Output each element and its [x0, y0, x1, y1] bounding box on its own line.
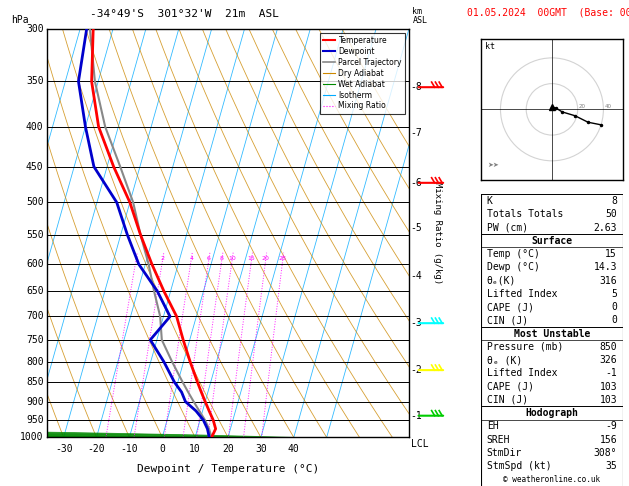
Text: Dewpoint / Temperature (°C): Dewpoint / Temperature (°C): [137, 464, 319, 474]
Text: 850: 850: [599, 342, 617, 352]
Text: -1: -1: [411, 411, 423, 421]
Text: 20: 20: [262, 256, 270, 261]
Text: 28: 28: [279, 256, 287, 261]
Text: Hodograph: Hodograph: [525, 408, 579, 418]
Text: 0: 0: [611, 302, 617, 312]
Text: km
ASL: km ASL: [413, 7, 428, 25]
Text: 600: 600: [26, 259, 43, 269]
Text: ➤➤: ➤➤: [487, 162, 499, 168]
Text: CIN (J): CIN (J): [487, 315, 528, 325]
Text: 10: 10: [228, 256, 237, 261]
Text: Temp (°C): Temp (°C): [487, 249, 540, 259]
Text: 400: 400: [26, 122, 43, 132]
Text: 4: 4: [189, 256, 193, 261]
Text: 700: 700: [26, 312, 43, 321]
Text: 326: 326: [599, 355, 617, 365]
Text: PW (cm): PW (cm): [487, 223, 528, 232]
Text: CAPE (J): CAPE (J): [487, 302, 534, 312]
Text: 156: 156: [599, 434, 617, 445]
Text: 8: 8: [611, 196, 617, 206]
Text: 20: 20: [579, 104, 586, 109]
Text: 850: 850: [26, 377, 43, 387]
Text: Totals Totals: Totals Totals: [487, 209, 563, 219]
Text: EH: EH: [487, 421, 499, 432]
Text: 2.63: 2.63: [594, 223, 617, 232]
Text: θₑ (K): θₑ (K): [487, 355, 522, 365]
Text: 40: 40: [604, 104, 611, 109]
Text: 20: 20: [222, 444, 234, 453]
Text: 650: 650: [26, 286, 43, 296]
Text: -9: -9: [605, 421, 617, 432]
Text: Surface: Surface: [532, 236, 572, 246]
Text: 8: 8: [220, 256, 224, 261]
Text: K: K: [487, 196, 493, 206]
Text: 0: 0: [159, 444, 165, 453]
Text: -7: -7: [411, 128, 423, 139]
Text: 450: 450: [26, 162, 43, 172]
Text: 300: 300: [26, 24, 43, 34]
Text: -34°49'S  301°32'W  21m  ASL: -34°49'S 301°32'W 21m ASL: [90, 9, 279, 19]
Text: Pressure (mb): Pressure (mb): [487, 342, 563, 352]
Text: 0: 0: [611, 315, 617, 325]
Text: 5: 5: [611, 289, 617, 299]
Text: © weatheronline.co.uk: © weatheronline.co.uk: [503, 475, 601, 484]
Text: hPa: hPa: [11, 15, 29, 25]
Text: 350: 350: [26, 76, 43, 87]
Legend: Temperature, Dewpoint, Parcel Trajectory, Dry Adiabat, Wet Adiabat, Isotherm, Mi: Temperature, Dewpoint, Parcel Trajectory…: [320, 33, 405, 114]
Text: -10: -10: [121, 444, 138, 453]
Text: -4: -4: [411, 271, 423, 281]
Text: StmDir: StmDir: [487, 448, 522, 458]
Text: -6: -6: [411, 178, 423, 188]
Text: 40: 40: [288, 444, 299, 453]
Text: Mixing Ratio (g/kg): Mixing Ratio (g/kg): [433, 182, 442, 284]
Text: Lifted Index: Lifted Index: [487, 289, 557, 299]
Text: 15: 15: [605, 249, 617, 259]
Text: 500: 500: [26, 197, 43, 208]
Text: -3: -3: [411, 318, 423, 328]
Text: -2: -2: [411, 365, 423, 375]
Text: 2: 2: [161, 256, 165, 261]
Text: 308°: 308°: [594, 448, 617, 458]
Text: 15: 15: [248, 256, 255, 261]
Text: 900: 900: [26, 397, 43, 407]
Text: -5: -5: [411, 224, 423, 233]
Text: 35: 35: [605, 461, 617, 471]
Text: LCL: LCL: [411, 439, 428, 450]
Text: -20: -20: [87, 444, 105, 453]
Text: 01.05.2024  00GMT  (Base: 00): 01.05.2024 00GMT (Base: 00): [467, 7, 629, 17]
Text: 103: 103: [599, 395, 617, 405]
Text: kt: kt: [485, 42, 495, 52]
Text: 50: 50: [605, 209, 617, 219]
Text: 950: 950: [26, 415, 43, 425]
Text: 103: 103: [599, 382, 617, 392]
Text: 550: 550: [26, 230, 43, 240]
Text: -1: -1: [605, 368, 617, 378]
Text: Lifted Index: Lifted Index: [487, 368, 557, 378]
Text: -8: -8: [411, 82, 423, 92]
Text: -30: -30: [55, 444, 72, 453]
Text: Dewp (°C): Dewp (°C): [487, 262, 540, 272]
Text: 1: 1: [135, 256, 138, 261]
Text: CIN (J): CIN (J): [487, 395, 528, 405]
Text: CAPE (J): CAPE (J): [487, 382, 534, 392]
Text: 800: 800: [26, 357, 43, 367]
Text: 14.3: 14.3: [594, 262, 617, 272]
Text: 30: 30: [255, 444, 267, 453]
Text: SREH: SREH: [487, 434, 510, 445]
Text: 1000: 1000: [20, 433, 43, 442]
Text: 10: 10: [189, 444, 201, 453]
Text: Most Unstable: Most Unstable: [514, 329, 590, 339]
Text: 6: 6: [207, 256, 211, 261]
Text: 316: 316: [599, 276, 617, 286]
Text: StmSpd (kt): StmSpd (kt): [487, 461, 552, 471]
Text: 750: 750: [26, 335, 43, 345]
Text: θₑ(K): θₑ(K): [487, 276, 516, 286]
